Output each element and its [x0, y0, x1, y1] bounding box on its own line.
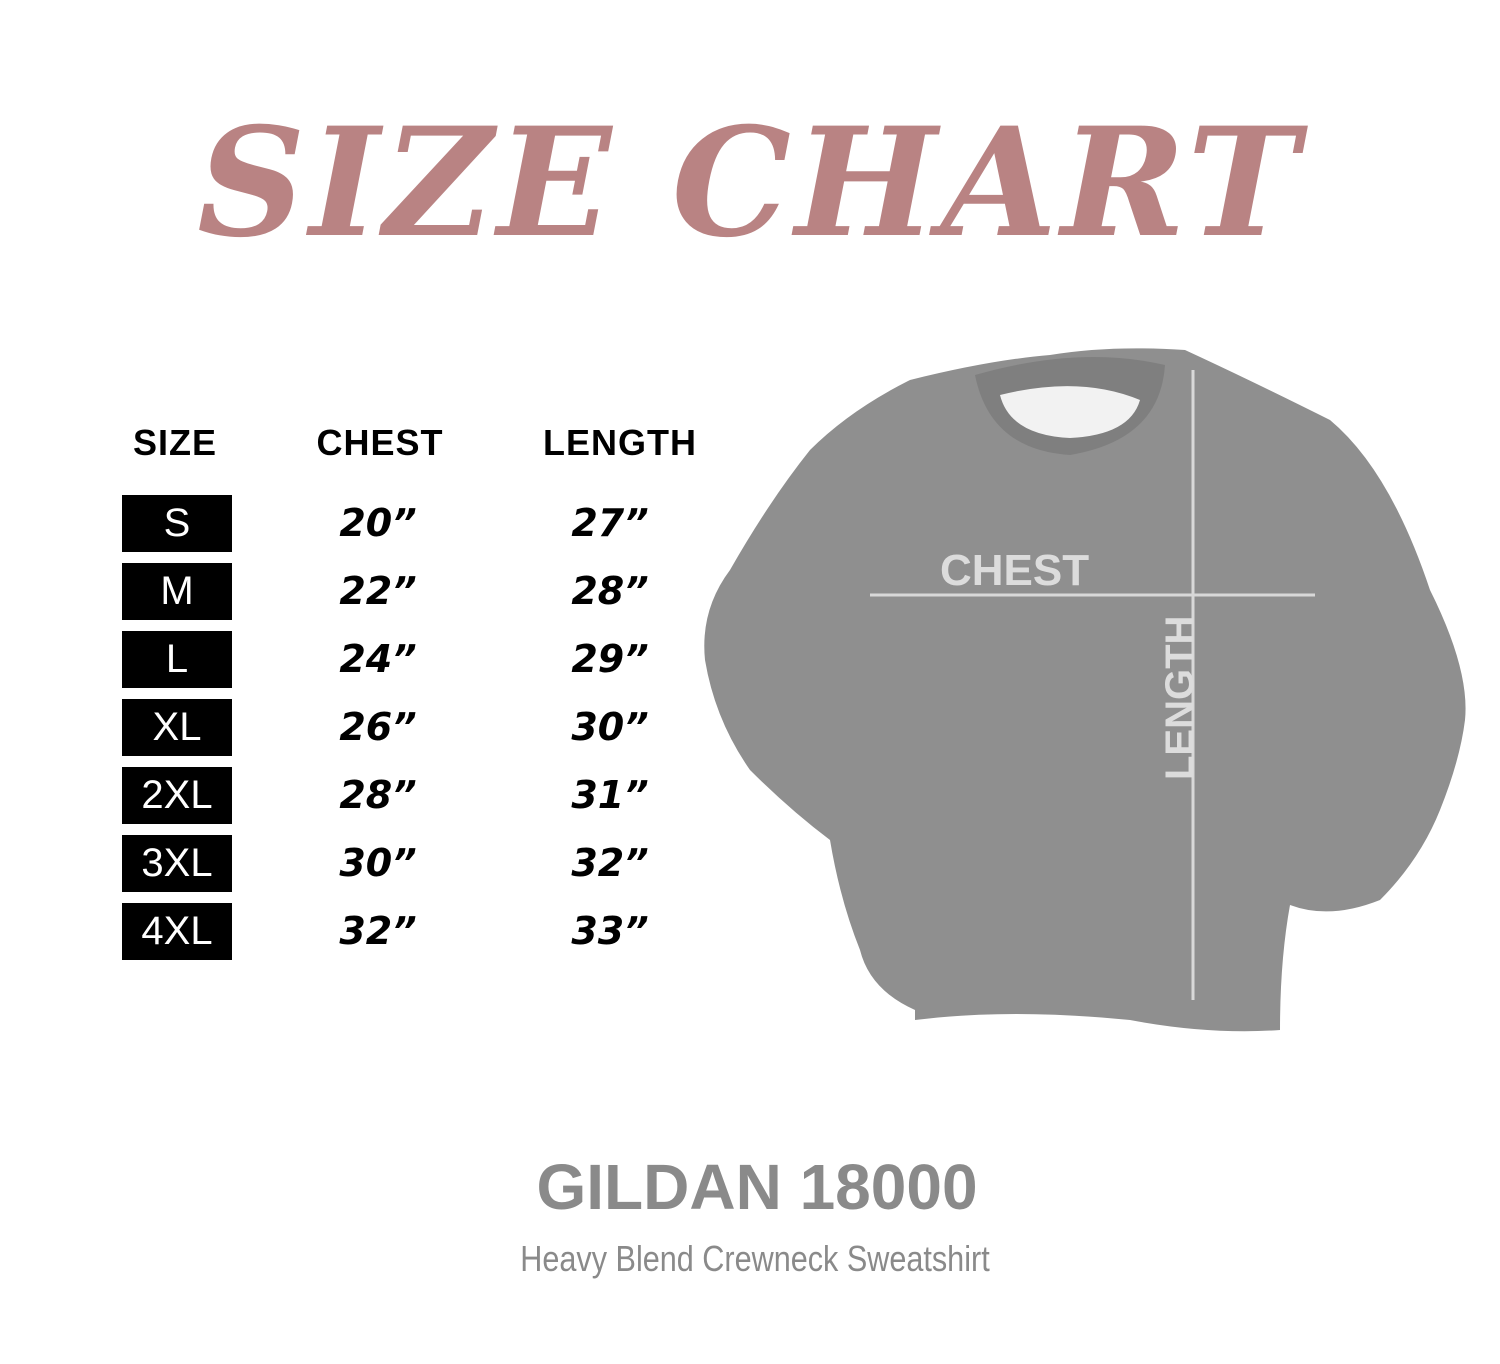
length-value: 30”: [571, 705, 649, 749]
header-chest: CHEST: [316, 422, 444, 463]
sweatshirt-body: [704, 348, 1466, 1032]
size-badge: 3XL: [122, 835, 232, 892]
length-value: 31”: [571, 773, 649, 817]
length-value: 32”: [571, 841, 649, 885]
chest-value: 30”: [339, 841, 417, 885]
header-length: LENGTH: [543, 422, 697, 463]
length-value: 29”: [571, 637, 649, 681]
brand-name: GILDAN 18000: [536, 1151, 978, 1223]
size-badge: 4XL: [122, 903, 232, 960]
length-label: LENGTH: [1158, 616, 1202, 780]
chest-label: CHEST: [940, 546, 1089, 595]
size-badge: M: [122, 563, 232, 620]
chest-value: 24”: [339, 637, 417, 681]
product-subtitle: Heavy Blend Crewneck Sweatshirt: [520, 1238, 990, 1279]
header-size: SIZE: [132, 422, 217, 463]
chest-value: 26”: [339, 705, 417, 749]
chest-value: 20”: [339, 501, 417, 545]
chest-value: 28”: [339, 773, 417, 817]
length-value: 28”: [571, 569, 649, 613]
size-badge: S: [122, 495, 232, 552]
length-value: 27”: [571, 501, 649, 545]
size-badge: 2XL: [122, 767, 232, 824]
chest-value: 22”: [339, 569, 417, 613]
size-badge: L: [122, 631, 232, 688]
length-value: 33”: [571, 909, 649, 953]
size-badge: XL: [122, 699, 232, 756]
page-title: SIZE CHART: [197, 95, 1303, 271]
sweatshirt-image: CHEST LENGTH: [704, 348, 1466, 1032]
chest-value: 32”: [339, 909, 417, 953]
